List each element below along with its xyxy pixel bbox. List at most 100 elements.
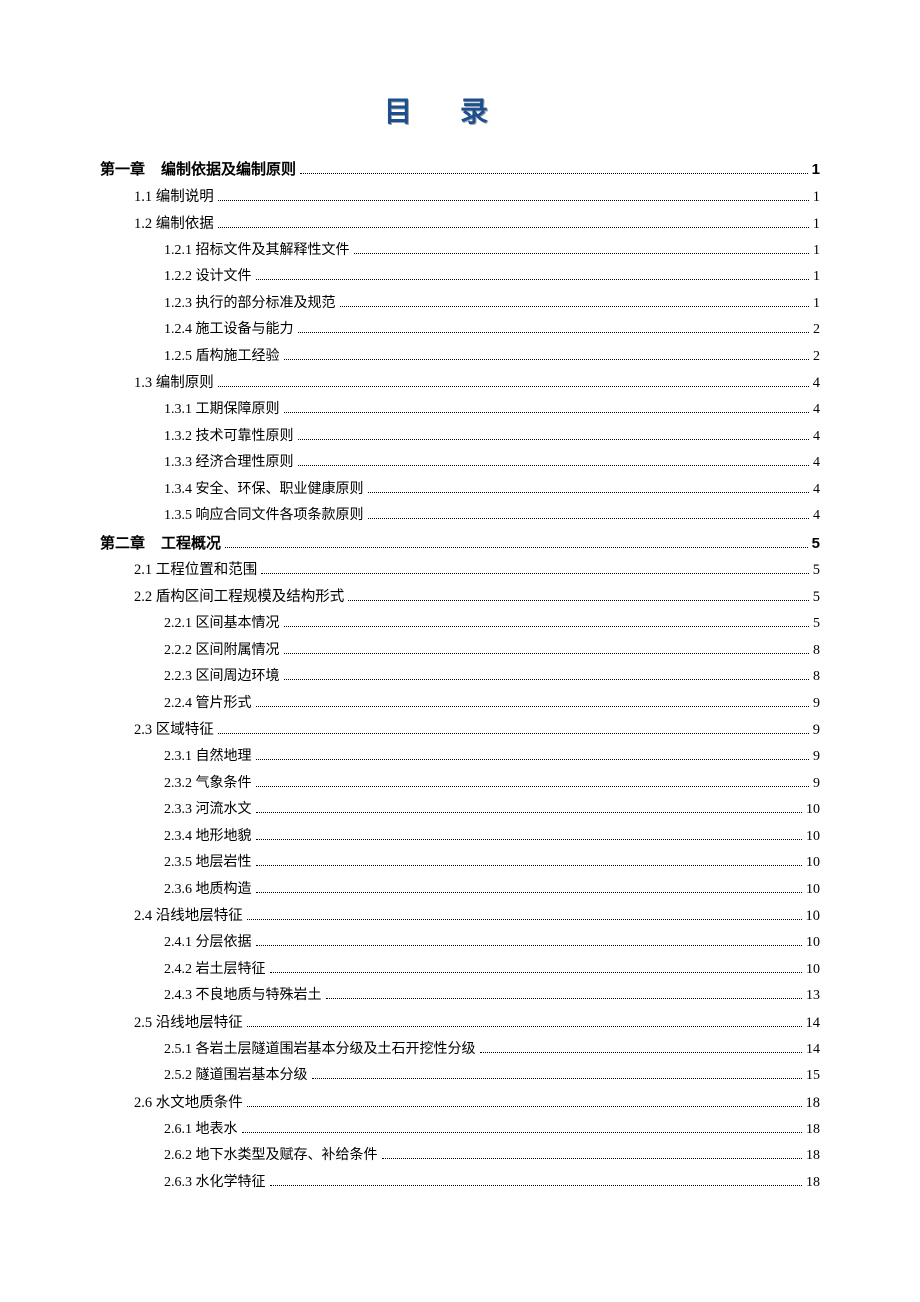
toc-text: 1.2.5 盾构施工经验: [164, 350, 280, 364]
toc-text: 2.5.2 隧道围岩基本分级: [164, 1069, 308, 1083]
toc-leader: [218, 386, 809, 387]
toc-entry: 1.3.2 技术可靠性原则 4: [164, 430, 820, 444]
toc-page-number: 10: [806, 803, 820, 817]
toc-entry: 1.3.1 工期保障原则 4: [164, 403, 820, 417]
toc-text: 1.2.2 设计文件: [164, 270, 252, 284]
toc-page-number: 15: [806, 1069, 820, 1083]
toc-text: 1.3.3 经济合理性原则: [164, 456, 294, 470]
page-title: 目录: [100, 90, 820, 130]
toc-entry: 1.2.4 施工设备与能力 2: [164, 323, 820, 337]
toc-text: 工程概况: [161, 536, 221, 551]
toc-entry: 2.4.3 不良地质与特殊岩土 13: [164, 989, 820, 1003]
toc-page-number: 18: [806, 1123, 820, 1137]
toc-entry: 2.1 工程位置和范围 5: [134, 563, 820, 578]
toc-leader: [218, 200, 809, 201]
toc-entry: 2.6 水文地质条件 18: [134, 1096, 820, 1111]
toc-text: 2.3 区域特征: [134, 723, 214, 738]
toc-text: 1.3 编制原则: [134, 376, 214, 391]
toc-entry: 2.6.3 水化学特征 18: [164, 1176, 820, 1190]
toc-text: 编制依据及编制原则: [161, 162, 296, 177]
toc-leader: [261, 573, 809, 574]
toc-text: 1.2.1 招标文件及其解释性文件: [164, 244, 350, 258]
toc-entry: 1.3 编制原则 4: [134, 376, 820, 391]
toc-text: 2.2.3 区间周边环境: [164, 670, 280, 684]
toc-entry: 2.5.2 隧道围岩基本分级 15: [164, 1069, 820, 1083]
toc-page-number: 18: [806, 1096, 821, 1111]
toc-text: 2.6.2 地下水类型及赋存、补给条件: [164, 1149, 378, 1163]
toc-entry: 1.3.4 安全、环保、职业健康原则 4: [164, 483, 820, 497]
toc-page-number: 5: [812, 536, 820, 551]
toc-text: 2.2.2 区间附属情况: [164, 644, 280, 658]
toc-page-number: 5: [813, 617, 820, 631]
toc-leader: [218, 733, 809, 734]
toc-page-number: 5: [813, 590, 820, 605]
toc-entry: 1.2.2 设计文件 1: [164, 270, 820, 284]
toc-page-number: 9: [813, 723, 820, 738]
toc-text: 1.3.5 响应合同文件各项条款原则: [164, 509, 364, 523]
toc-text: 2.5.1 各岩土层隧道围岩基本分级及土石开挖性分级: [164, 1043, 476, 1057]
toc-page-number: 14: [806, 1016, 821, 1031]
toc-page-number: 4: [813, 403, 820, 417]
toc-text: 2.1 工程位置和范围: [134, 563, 257, 578]
toc-text: 2.4.3 不良地质与特殊岩土: [164, 989, 322, 1003]
toc-container: 第一章编制依据及编制原则 11.1 编制说明 11.2 编制依据 11.2.1 …: [100, 162, 820, 1190]
toc-leader: [368, 492, 810, 493]
toc-text: 2.3.5 地层岩性: [164, 856, 252, 870]
toc-entry: 1.3.5 响应合同文件各项条款原则 4: [164, 509, 820, 523]
toc-leader: [247, 919, 802, 920]
toc-page-number: 1: [812, 162, 820, 177]
toc-entry: 2.6.2 地下水类型及赋存、补给条件 18: [164, 1149, 820, 1163]
toc-leader: [270, 972, 803, 973]
toc-text: 2.3.4 地形地貌: [164, 830, 252, 844]
toc-leader: [300, 173, 808, 174]
toc-entry: 2.2.2 区间附属情况 8: [164, 644, 820, 658]
toc-chapter-label: 第二章: [100, 536, 145, 551]
toc-page-number: 8: [813, 670, 820, 684]
toc-entry: 2.3.6 地质构造 10: [164, 883, 820, 897]
toc-page-number: 10: [806, 936, 820, 950]
toc-leader: [256, 865, 803, 866]
toc-leader: [298, 439, 810, 440]
toc-entry: 2.3.1 自然地理 9: [164, 750, 820, 764]
toc-entry: 2.3 区域特征 9: [134, 723, 820, 738]
toc-page-number: 4: [813, 456, 820, 470]
toc-entry: 2.6.1 地表水 18: [164, 1123, 820, 1137]
toc-page-number: 4: [813, 430, 820, 444]
toc-page-number: 10: [806, 963, 820, 977]
toc-leader: [326, 998, 803, 999]
toc-page-number: 1: [813, 190, 820, 205]
toc-text: 2.6 水文地质条件: [134, 1096, 243, 1111]
toc-text: 2.2.1 区间基本情况: [164, 617, 280, 631]
toc-leader: [382, 1158, 803, 1159]
toc-page-number: 9: [813, 777, 820, 791]
toc-text: 1.1 编制说明: [134, 190, 214, 205]
toc-leader: [298, 465, 810, 466]
toc-leader: [256, 786, 810, 787]
toc-page-number: 10: [806, 883, 820, 897]
toc-entry: 1.2.5 盾构施工经验 2: [164, 350, 820, 364]
toc-text: 2.3.3 河流水文: [164, 803, 252, 817]
toc-text: 2.6.1 地表水: [164, 1123, 238, 1137]
toc-entry: 第一章 编制依据及编制原则 1: [100, 162, 820, 177]
toc-entry: 1.2 编制依据 1: [134, 217, 820, 232]
toc-chapter-label: 第一章: [100, 162, 145, 177]
toc-page-number: 5: [813, 563, 820, 578]
toc-leader: [368, 518, 810, 519]
toc-page-number: 4: [813, 509, 820, 523]
toc-entry: 2.4.2 岩土层特征 10: [164, 963, 820, 977]
toc-page-number: 18: [806, 1149, 820, 1163]
toc-page-number: 10: [806, 909, 821, 924]
toc-entry: 2.3.5 地层岩性 10: [164, 856, 820, 870]
toc-text: 1.3.1 工期保障原则: [164, 403, 280, 417]
toc-leader: [298, 332, 810, 333]
toc-text: 2.4 沿线地层特征: [134, 909, 243, 924]
toc-entry: 2.4 沿线地层特征 10: [134, 909, 820, 924]
toc-leader: [284, 626, 810, 627]
toc-text: 2.2 盾构区间工程规模及结构形式: [134, 590, 344, 605]
toc-leader: [256, 759, 810, 760]
toc-entry: 2.3.3 河流水文 10: [164, 803, 820, 817]
toc-page-number: 1: [813, 297, 820, 311]
toc-page-number: 1: [813, 217, 820, 232]
toc-text: 2.3.2 气象条件: [164, 777, 252, 791]
toc-leader: [225, 547, 808, 548]
